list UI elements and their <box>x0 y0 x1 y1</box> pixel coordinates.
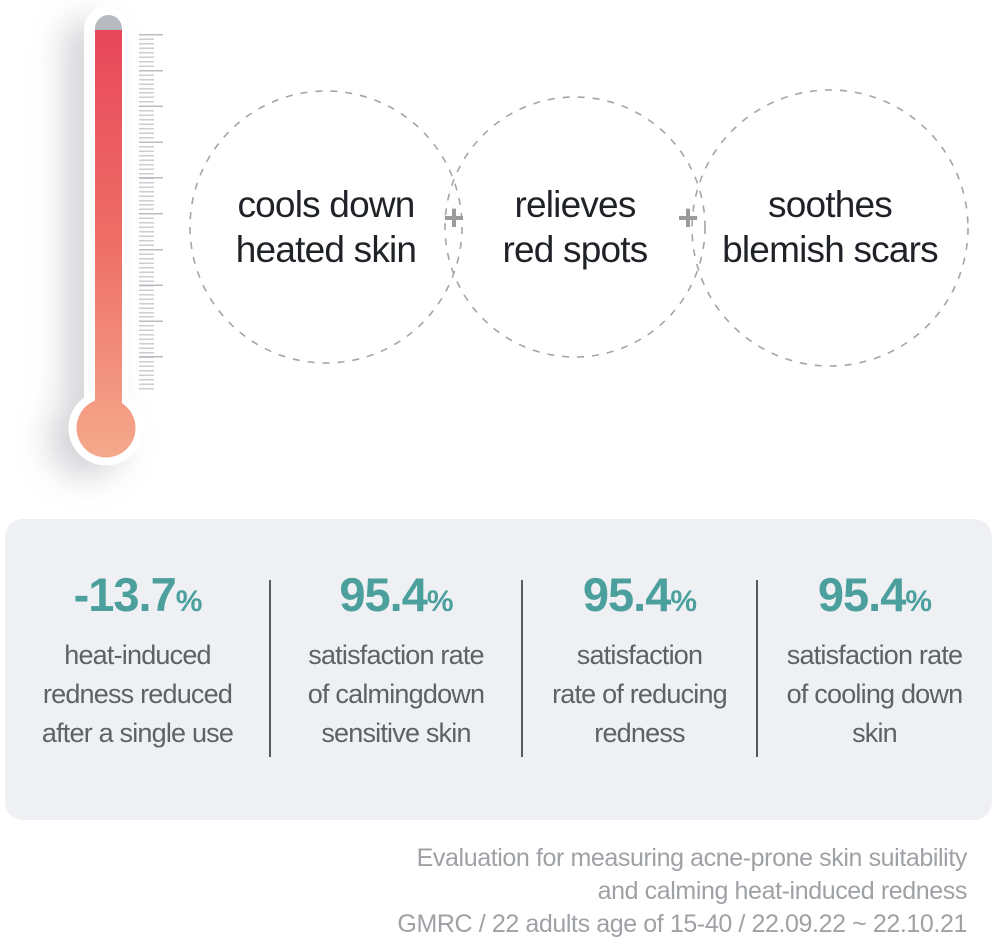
stat-description: satisfaction rate of reducing redness <box>522 636 757 753</box>
stat-calming-sensitive-skin: 95.4% satisfaction rate of calmingdown s… <box>270 569 522 753</box>
stats-panel: -13.7% heat-induced redness reduced afte… <box>5 519 992 820</box>
stat-heat-induced-redness: -13.7% heat-induced redness reduced afte… <box>5 569 270 753</box>
benefit-line: relieves <box>514 184 636 225</box>
stat-number: 95.4 <box>339 568 427 621</box>
stat-description-line: sensitive skin <box>321 718 471 748</box>
stat-value: 95.4% <box>522 569 757 628</box>
divider <box>521 580 523 757</box>
stat-description-line: satisfaction <box>576 640 703 670</box>
stat-description-line: redness <box>594 718 685 748</box>
stat-description: satisfaction rate of calmingdown sensiti… <box>270 636 522 753</box>
stat-description-line: satisfaction rate <box>786 640 963 670</box>
dashed-circle <box>444 96 706 358</box>
stat-value: 95.4% <box>270 569 522 628</box>
footnote-line: GMRC / 22 adults age of 15-40 / 22.09.22… <box>397 910 967 938</box>
stat-description-line: rate of reducing <box>552 679 728 709</box>
stat-reducing-redness: 95.4% satisfaction rate of reducing redn… <box>522 569 757 753</box>
dashed-circle <box>189 90 463 364</box>
stat-number: 95.4 <box>817 568 906 621</box>
dashed-circle <box>691 89 969 367</box>
stat-unit: % <box>426 585 454 618</box>
stat-unit: % <box>175 585 203 618</box>
stat-description-line: of cooling down <box>786 679 963 709</box>
thermometer-illustration <box>68 7 144 466</box>
divider <box>756 580 758 757</box>
benefit-line: blemish scars <box>722 229 939 270</box>
benefit-line: cools down <box>237 184 415 225</box>
stat-description: satisfaction rate of cooling down skin <box>757 636 992 753</box>
stat-description: heat-induced redness reduced after a sin… <box>5 636 270 753</box>
stat-cooling-skin: 95.4% satisfaction rate of cooling down … <box>757 569 992 753</box>
benefit-line: red spots <box>502 229 649 270</box>
stat-unit: % <box>905 585 932 618</box>
divider <box>269 580 271 757</box>
stat-unit: % <box>670 585 697 618</box>
benefit-line: soothes <box>768 184 893 225</box>
stat-number: 95.4 <box>582 568 671 621</box>
footnote-line: and calming heat-induced redness <box>597 877 968 905</box>
stat-number: -13.7 <box>73 568 177 621</box>
stat-description-line: of calmingdown <box>307 679 485 709</box>
footnote: Evaluation for measuring acne-prone skin… <box>397 842 967 940</box>
footnote-line: Evaluation for measuring acne-prone skin… <box>416 844 968 872</box>
benefit-line: heated skin <box>235 229 417 270</box>
stat-description-line: after a single use <box>41 718 234 748</box>
stat-description-line: skin <box>852 718 898 748</box>
ruler-ticks <box>139 34 163 392</box>
benefit-relieves-red-spots: relieves red spots <box>425 157 725 297</box>
plus-icon: + <box>677 197 699 238</box>
thermometer-mercury <box>76 30 136 458</box>
benefit-cools-down: cools down heated skin <box>176 157 476 297</box>
stat-description-line: redness reduced <box>42 679 233 709</box>
stat-description-line: satisfaction rate <box>308 640 484 670</box>
plus-icon: + <box>443 197 465 238</box>
stat-value: 95.4% <box>757 569 992 628</box>
benefit-soothes-blemish-scars: soothes blemish scars <box>680 157 980 297</box>
stat-description-line: heat-induced <box>64 640 211 670</box>
benefit-circles <box>189 89 969 367</box>
stat-value: -13.7% <box>5 569 270 628</box>
